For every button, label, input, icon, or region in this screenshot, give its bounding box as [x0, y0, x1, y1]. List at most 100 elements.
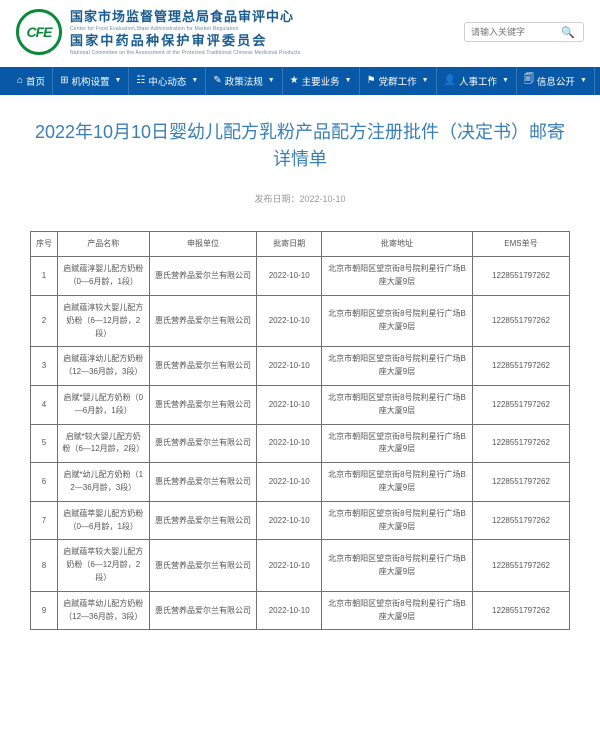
cell-addr: 北京市朝阳区望京街8号院利星行广场B座大厦9层 [322, 385, 473, 424]
nav-label: 主要业务 [302, 74, 340, 88]
table-row: 8启赋蕴萃较大婴儿配方奶粉（6—12月龄，2段）惠氏营养品爱尔兰有限公司2022… [31, 540, 570, 591]
cell-date: 2022-10-10 [257, 424, 322, 463]
table-row: 9启赋蕴萃幼儿配方奶粉（12—36月龄，3段）惠氏营养品爱尔兰有限公司2022-… [31, 591, 570, 630]
cell-date: 2022-10-10 [257, 257, 322, 296]
cell-date: 2022-10-10 [257, 591, 322, 630]
cell-addr: 北京市朝阳区望京街8号院利星行广场B座大厦9层 [322, 347, 473, 386]
nav-item-0[interactable]: ⌂首页 [10, 67, 53, 95]
cell-idx: 2 [31, 295, 58, 346]
nav-label: 中心动态 [148, 74, 186, 88]
cell-ems: 1228551797262 [472, 257, 569, 296]
publish-date-value: 2022-10-10 [299, 194, 345, 204]
publish-date-label: 发布日期： [254, 194, 299, 204]
search-box[interactable]: 🔍 [464, 22, 584, 42]
nav-label: 政策法规 [225, 74, 263, 88]
cell-idx: 8 [31, 540, 58, 591]
cell-name: 启赋*婴儿配方奶粉（0—6月龄，1段） [57, 385, 149, 424]
cell-unit: 惠氏营养品爱尔兰有限公司 [149, 295, 257, 346]
table-header-1: 产品名称 [57, 232, 149, 257]
logo-text: CFE [27, 24, 52, 40]
table-row: 6启赋*幼儿配方奶粉（12—36月龄，3段）惠氏营养品爱尔兰有限公司2022-1… [31, 463, 570, 502]
nav-item-2[interactable]: ☷中心动态 ▼ [129, 67, 206, 95]
chevron-down-icon: ▼ [422, 77, 429, 84]
page-title: 2022年10月10日婴幼儿配方乳粉产品配方注册批件（决定书）邮寄详情单 [30, 119, 570, 175]
nav-item-4[interactable]: ★主要业务▼ [283, 67, 360, 95]
org-title-cn-2: 国家中药品种保护审评委员会 [70, 32, 300, 50]
org-title-cn-1: 国家市场监督管理总局食品审评中心 [70, 8, 300, 26]
cell-ems: 1228551797262 [472, 463, 569, 502]
cell-idx: 6 [31, 463, 58, 502]
cell-idx: 5 [31, 424, 58, 463]
cell-name: 启赋蕴淳幼儿配方奶粉（12—36月龄，3段） [57, 347, 149, 386]
cell-ems: 1228551797262 [472, 385, 569, 424]
nav-item-3[interactable]: ✎政策法规▼ [206, 67, 282, 95]
search-icon[interactable]: 🔍 [561, 26, 575, 39]
table-row: 5启赋*较大婴儿配方奶粉（6—12月龄，2段）惠氏营养品爱尔兰有限公司2022-… [31, 424, 570, 463]
cell-addr: 北京市朝阳区望京街8号院利星行广场B座大厦9层 [322, 424, 473, 463]
table-body: 1启赋蕴淳婴儿配方奶粉（0—6月龄，1段）惠氏营养品爱尔兰有限公司2022-10… [31, 257, 570, 630]
chevron-down-icon: ▼ [345, 77, 352, 84]
cell-addr: 北京市朝阳区望京街8号院利星行广场B座大厦9层 [322, 463, 473, 502]
cell-name: 启赋蕴淳婴儿配方奶粉（0—6月龄，1段） [57, 257, 149, 296]
org-title-en-1: Center for Food Evaluation,State Adminis… [70, 26, 300, 33]
cell-idx: 7 [31, 501, 58, 540]
brand-block: CFE 国家市场监督管理总局食品审评中心 Center for Food Eva… [16, 8, 300, 57]
chevron-down-icon: ▼ [580, 77, 587, 84]
cell-date: 2022-10-10 [257, 540, 322, 591]
chevron-down-icon: ▼ [114, 77, 121, 84]
site-header: CFE 国家市场监督管理总局食品审评中心 Center for Food Eva… [0, 0, 600, 67]
org-title-en-2: National Committee on the Assessment of … [70, 50, 300, 57]
cell-unit: 惠氏营养品爱尔兰有限公司 [149, 540, 257, 591]
cell-ems: 1228551797262 [472, 501, 569, 540]
nav-icon: 🗐 [524, 72, 534, 89]
cell-date: 2022-10-10 [257, 501, 322, 540]
site-logo: CFE [16, 9, 62, 55]
table-row: 1启赋蕴淳婴儿配方奶粉（0—6月龄，1段）惠氏营养品爱尔兰有限公司2022-10… [31, 257, 570, 296]
cell-name: 启赋蕴萃较大婴儿配方奶粉（6—12月龄，2段） [57, 540, 149, 591]
cell-unit: 惠氏营养品爱尔兰有限公司 [149, 347, 257, 386]
nav-item-5[interactable]: ⚑党群工作 ▼ [360, 67, 437, 95]
cell-unit: 惠氏营养品爱尔兰有限公司 [149, 257, 257, 296]
table-header-row: 序号产品名称申报单位批寄日期批寄地址EMS单号 [31, 232, 570, 257]
cell-ems: 1228551797262 [472, 295, 569, 346]
cell-name: 启赋*幼儿配方奶粉（12—36月龄，3段） [57, 463, 149, 502]
cell-ems: 1228551797262 [472, 347, 569, 386]
cell-name: 启赋蕴萃幼儿配方奶粉（12—36月龄，3段） [57, 591, 149, 630]
nav-label: 党群工作 [379, 74, 417, 88]
table-row: 3启赋蕴淳幼儿配方奶粉（12—36月龄，3段）惠氏营养品爱尔兰有限公司2022-… [31, 347, 570, 386]
nav-icon: ☷ [136, 75, 145, 86]
chevron-down-icon: ▼ [191, 77, 198, 84]
cell-idx: 3 [31, 347, 58, 386]
cell-addr: 北京市朝阳区望京街8号院利星行广场B座大厦9层 [322, 295, 473, 346]
nav-label: 首页 [26, 74, 45, 88]
table-header-5: EMS单号 [472, 232, 569, 257]
cell-ems: 1228551797262 [472, 591, 569, 630]
nav-icon: 👤 [444, 75, 456, 86]
cell-name: 启赋蕴萃婴儿配方奶粉（0—6月龄，1段） [57, 501, 149, 540]
table-header-2: 申报单位 [149, 232, 257, 257]
chevron-down-icon: ▼ [502, 77, 509, 84]
cell-unit: 惠氏营养品爱尔兰有限公司 [149, 591, 257, 630]
nav-icon: ⚑ [367, 75, 376, 86]
publish-date: 发布日期：2022-10-10 [30, 192, 570, 205]
main-nav: ⌂首页⊞机构设置▼☷中心动态▼✎政策法规▼★主要业务▼⚑党群工作▼👤人事工作▼🗐… [0, 67, 600, 95]
cell-ems: 1228551797262 [472, 540, 569, 591]
cell-addr: 北京市朝阳区望京街8号院利星行广场B座大厦9层 [322, 591, 473, 630]
table-row: 2启赋蕴淳较大婴儿配方奶粉（6—12月龄，2段）惠氏营养品爱尔兰有限公司2022… [31, 295, 570, 346]
cell-addr: 北京市朝阳区望京街8号院利星行广场B座大厦9层 [322, 501, 473, 540]
cell-date: 2022-10-10 [257, 347, 322, 386]
nav-item-6[interactable]: 👤人事工作▼ [437, 67, 517, 95]
cell-unit: 惠氏营养品爱尔兰有限公司 [149, 385, 257, 424]
cell-date: 2022-10-10 [257, 385, 322, 424]
search-input[interactable] [471, 27, 561, 37]
cell-idx: 1 [31, 257, 58, 296]
table-header-0: 序号 [31, 232, 58, 257]
cell-date: 2022-10-10 [257, 295, 322, 346]
nav-item-8[interactable]: ☘特食知识 [595, 67, 600, 95]
cell-unit: 惠氏营养品爱尔兰有限公司 [149, 501, 257, 540]
nav-icon: ⊞ [60, 75, 68, 86]
nav-item-7[interactable]: 🗐信息公开 ▼ [517, 67, 595, 95]
nav-label: 信息公开 [537, 74, 575, 88]
nav-icon: ✎ [213, 75, 221, 86]
nav-item-1[interactable]: ⊞机构设置▼ [53, 67, 129, 95]
